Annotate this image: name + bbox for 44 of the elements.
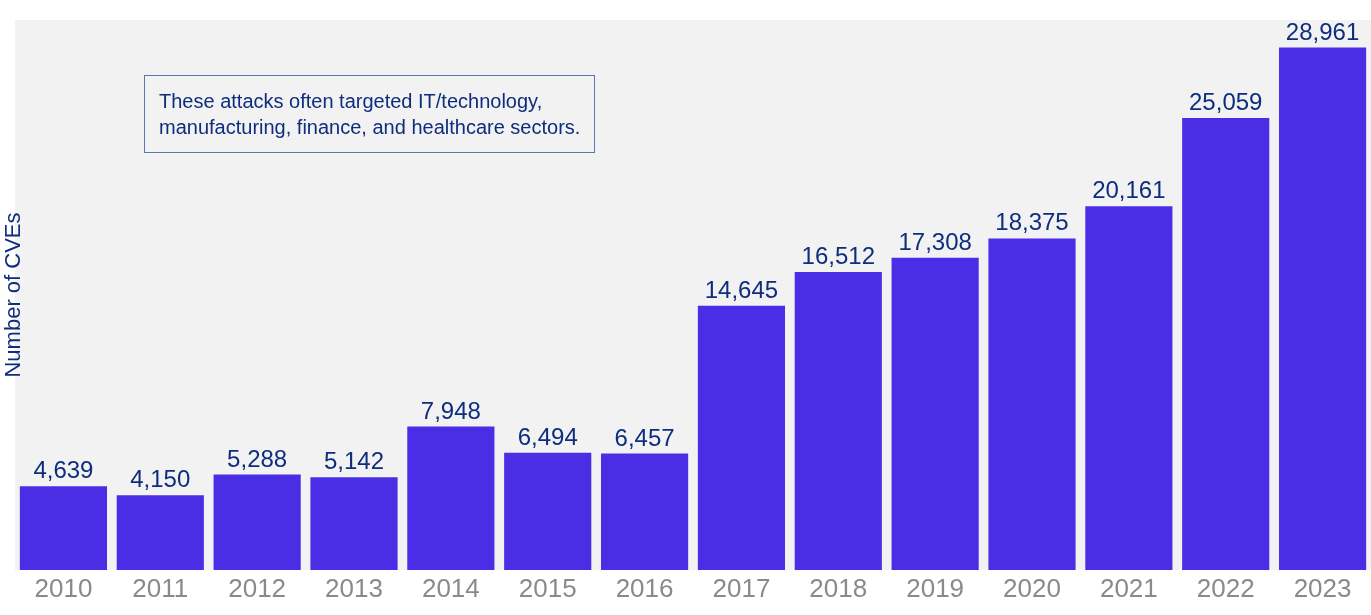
bar [116, 495, 204, 570]
x-tick-label: 2022 [1196, 573, 1255, 603]
bar [697, 305, 786, 570]
x-tick-label: 2011 [132, 573, 189, 603]
data-label: 16,512 [801, 242, 875, 270]
x-tick-label: 2020 [1003, 573, 1061, 603]
bar [1278, 47, 1367, 570]
bar [310, 477, 398, 570]
data-label: 4,639 [33, 456, 94, 484]
data-label: 18,375 [995, 208, 1069, 236]
bar [19, 486, 108, 570]
bar [1085, 206, 1173, 570]
data-label: 5,288 [227, 444, 288, 472]
data-label: 7,948 [420, 396, 481, 424]
bar [213, 474, 301, 570]
x-tick-label: 2010 [34, 573, 93, 603]
y-axis-title: Number of CVEs [0, 212, 25, 378]
x-tick-label: 2019 [906, 573, 965, 603]
data-label: 17,308 [898, 227, 972, 255]
data-label: 14,645 [704, 275, 779, 303]
bar [891, 257, 979, 570]
x-tick-label: 2016 [615, 573, 674, 603]
x-tick-label: 2014 [421, 573, 480, 603]
data-label: 5,142 [323, 447, 385, 475]
data-label: 28,961 [1285, 17, 1360, 45]
bar [988, 238, 1076, 570]
bar [794, 272, 882, 570]
bar [600, 453, 689, 570]
data-label: 25,059 [1189, 87, 1263, 115]
data-label: 20,161 [1092, 176, 1166, 204]
bar [407, 426, 495, 570]
bar [504, 452, 592, 570]
data-label: 4,150 [130, 465, 191, 493]
data-label: 6,494 [517, 422, 578, 450]
x-tick-label: 2021 [1099, 573, 1158, 603]
x-tick-label: 2017 [712, 573, 771, 603]
x-tick-label: 2023 [1293, 573, 1352, 603]
x-tick-label: 2015 [518, 573, 577, 603]
x-tick-label: 2018 [809, 573, 868, 603]
x-tick-label: 2013 [325, 573, 383, 603]
annotation: These attacks often targeted IT/technology, manufacturing, finance, and healthcare sectors. [159, 90, 581, 138]
x-tick-label: 2012 [228, 573, 287, 603]
bar [1182, 117, 1270, 570]
data-label: 6,457 [614, 423, 675, 451]
